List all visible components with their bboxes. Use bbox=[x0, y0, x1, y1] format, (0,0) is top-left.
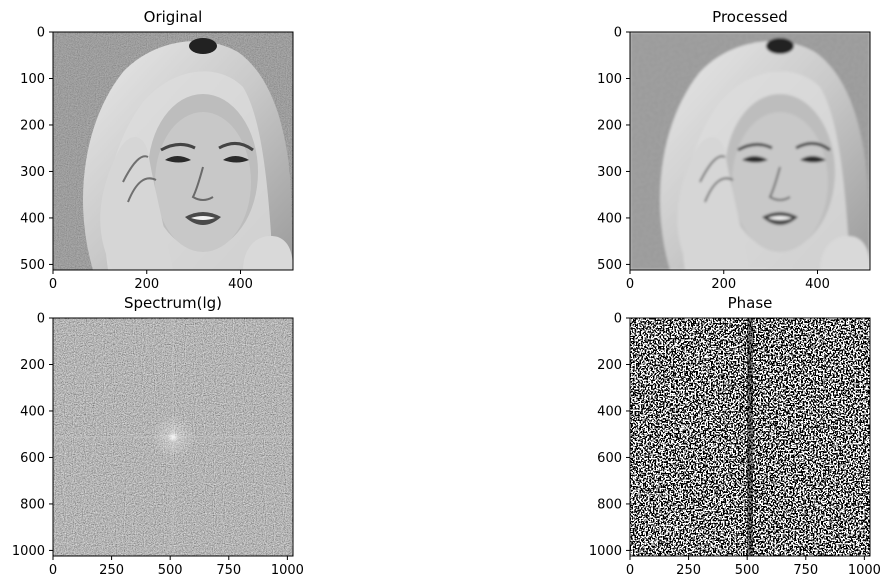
processed-axes: Processed 0 200 400 0 100 200 300 400 500 bbox=[597, 8, 871, 292]
phase-image bbox=[630, 318, 870, 556]
processed-ytick-label: 400 bbox=[597, 211, 622, 226]
original-xtick-label: 200 bbox=[134, 277, 159, 292]
phase-xtick-label: 750 bbox=[793, 563, 818, 578]
original-title: Original bbox=[144, 8, 203, 26]
spectrum-lg-ytick-label: 800 bbox=[20, 497, 45, 512]
phase-ytick-label: 1000 bbox=[589, 544, 622, 559]
spectrum-lg-xtick-label: 500 bbox=[158, 563, 183, 578]
spectrum-lg-image bbox=[53, 318, 293, 556]
phase-title: Phase bbox=[728, 294, 773, 312]
phase-ytick-label: 0 bbox=[614, 312, 622, 327]
processed-ytick-label: 0 bbox=[614, 26, 622, 41]
spectrum-lg-ytick-label: 600 bbox=[20, 451, 45, 466]
original-ytick-label: 0 bbox=[37, 26, 45, 41]
processed-ytick-label: 200 bbox=[597, 118, 622, 133]
phase-xtick-label: 500 bbox=[735, 563, 760, 578]
processed-ytick-label: 500 bbox=[597, 258, 622, 273]
spectrum-lg-ytick-label: 200 bbox=[20, 358, 45, 373]
spectrum-lg-frame bbox=[52, 317, 294, 557]
phase-ytick-label: 800 bbox=[597, 497, 622, 512]
phase-frame bbox=[629, 317, 871, 557]
phase-axes: Phase 0 250 500 750 1000 0 200 400 600 800 1000 bbox=[589, 294, 881, 578]
spectrum-lg-axes: Spectrum(lg) 0 250 500 750 1000 0 200 400 600 800 1… bbox=[12, 294, 304, 578]
original-xtick-label: 0 bbox=[49, 277, 57, 292]
original-image bbox=[53, 32, 293, 270]
spectrum-lg-ytick-label: 0 bbox=[37, 312, 45, 327]
phase-xtick-label: 1000 bbox=[848, 563, 881, 578]
spectrum-lg-xtick-label: 250 bbox=[99, 563, 124, 578]
processed-ytick-label: 100 bbox=[597, 72, 622, 87]
original-axes: Original 0 200 400 0 100 200 300 400 500 bbox=[20, 8, 294, 292]
spectrum-lg-xtick-label: 1000 bbox=[271, 563, 304, 578]
phase-ytick-label: 600 bbox=[597, 451, 622, 466]
phase-xtick-label: 0 bbox=[626, 563, 634, 578]
phase-ytick-label: 200 bbox=[597, 358, 622, 373]
processed-xtick-label: 0 bbox=[626, 277, 634, 292]
processed-frame bbox=[629, 31, 871, 271]
original-ytick-label: 200 bbox=[20, 118, 45, 133]
original-frame bbox=[52, 31, 294, 271]
spectrum-lg-xtick-label: 0 bbox=[49, 563, 57, 578]
phase-xtick-label: 250 bbox=[676, 563, 701, 578]
processed-xtick-label: 200 bbox=[711, 277, 736, 292]
original-ytick-label: 500 bbox=[20, 258, 45, 273]
processed-xtick-label: 400 bbox=[805, 277, 830, 292]
spectrum-lg-xtick-label: 750 bbox=[216, 563, 241, 578]
processed-image bbox=[630, 32, 870, 270]
original-ytick-label: 300 bbox=[20, 165, 45, 180]
original-ytick-label: 400 bbox=[20, 211, 45, 226]
original-xtick-label: 400 bbox=[228, 277, 253, 292]
spectrum-lg-ytick-label: 400 bbox=[20, 404, 45, 419]
processed-title: Processed bbox=[712, 8, 788, 26]
spectrum-lg-title: Spectrum(lg) bbox=[124, 294, 222, 312]
processed-ytick-label: 300 bbox=[597, 165, 622, 180]
original-ytick-label: 100 bbox=[20, 72, 45, 87]
spectrum-lg-ytick-label: 1000 bbox=[12, 544, 45, 559]
phase-ytick-label: 400 bbox=[597, 404, 622, 419]
